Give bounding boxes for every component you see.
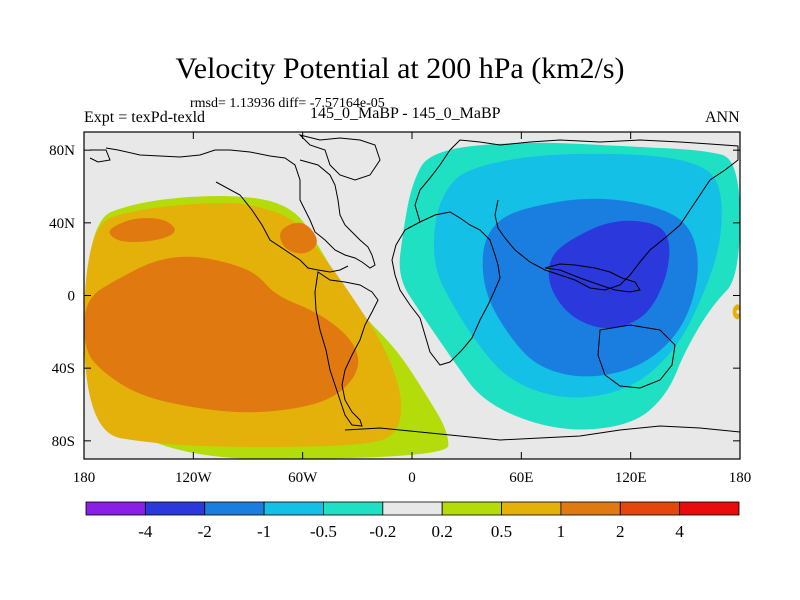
north-america-outline [105,147,376,269]
antarctica-outline [344,425,740,441]
colorbar-swatch-9 [619,501,681,516]
colorbar-label-1: -2 [198,522,212,541]
contour-field-10 [548,220,670,329]
australia-outline [597,324,676,389]
colorbar-label-3: -0.5 [310,522,337,541]
colorbar-label-0: -4 [138,522,153,541]
colorbar-label-2: -1 [257,522,271,541]
colorbar: -4 -2 -1 -0.5 -0.2 0.2 0.5 1 2 4 [85,501,740,541]
colorbar-label-4: -0.2 [369,522,396,541]
colorbar-label-7: 1 [557,522,566,541]
colorbar-swatch-0 [85,501,146,516]
axes: 180 120W 60W 0 60E 120E 180 80N 40N 0 40S 80S [49,132,751,486]
africa-outline [391,211,501,366]
contour-field-5 [732,304,740,320]
colorbar-swatch-4 [323,501,384,516]
colorbar-label-5: 0.2 [432,522,453,541]
alaska-outline [89,149,111,163]
greenland-outline [298,134,381,181]
colorbar-swatch-1 [144,501,206,516]
contour-field-3 [109,218,175,243]
stats-line: rmsd= 1.13936 diff= -7.57164e-05 [190,96,385,111]
colorbar-swatch-8 [560,501,621,516]
x-tick-label-2: 60W [288,470,318,486]
colorbar-label-9: 4 [675,522,684,541]
y-tick-label-2: 0 [68,289,76,305]
colorbar-label-8: 2 [616,522,625,541]
land-outlines [89,134,740,441]
contour-fields [84,142,740,459]
europe-outline [414,139,501,223]
south-america-outline [314,271,379,427]
y-tick-label-1: 40N [49,216,75,232]
map-area [83,131,741,460]
contour-field-2 [84,256,359,413]
case-label: 145_0_MaBP - 145_0_MaBP [310,105,501,122]
colorbar-label-6: 0.5 [491,522,512,541]
x-tick-label-1: 120W [175,470,213,486]
colorbar-swatch-5 [382,501,443,516]
x-tick-label-6: 180 [729,470,752,486]
colorbar-swatch-6 [441,501,502,516]
season-label: ANN [705,109,740,126]
y-tick-label-3: 40S [52,361,75,377]
west-coast-outline [215,181,349,273]
colorbar-swatch-2 [204,501,265,516]
x-tick-label-4: 60E [509,470,533,486]
colorbar-swatch-10 [679,501,740,516]
contour-field-4 [280,222,317,254]
x-tick-label-5: 120E [615,470,647,486]
y-tick-label-0: 80N [49,143,75,159]
colorbar-swatch-3 [263,501,324,516]
asia-outline [494,139,739,291]
chart-title: Velocity Potential at 200 hPa (km2/s) [175,52,625,85]
x-tick-label-0: 180 [73,470,96,486]
x-tick-label-3: 0 [408,470,416,486]
experiment-label: Expt = texPd-texld [84,109,206,126]
colorbar-swatch-7 [501,501,562,516]
y-tick-label-4: 80S [52,434,75,450]
maritime-continent-outline [544,263,641,293]
contour-field-6 [736,310,740,314]
